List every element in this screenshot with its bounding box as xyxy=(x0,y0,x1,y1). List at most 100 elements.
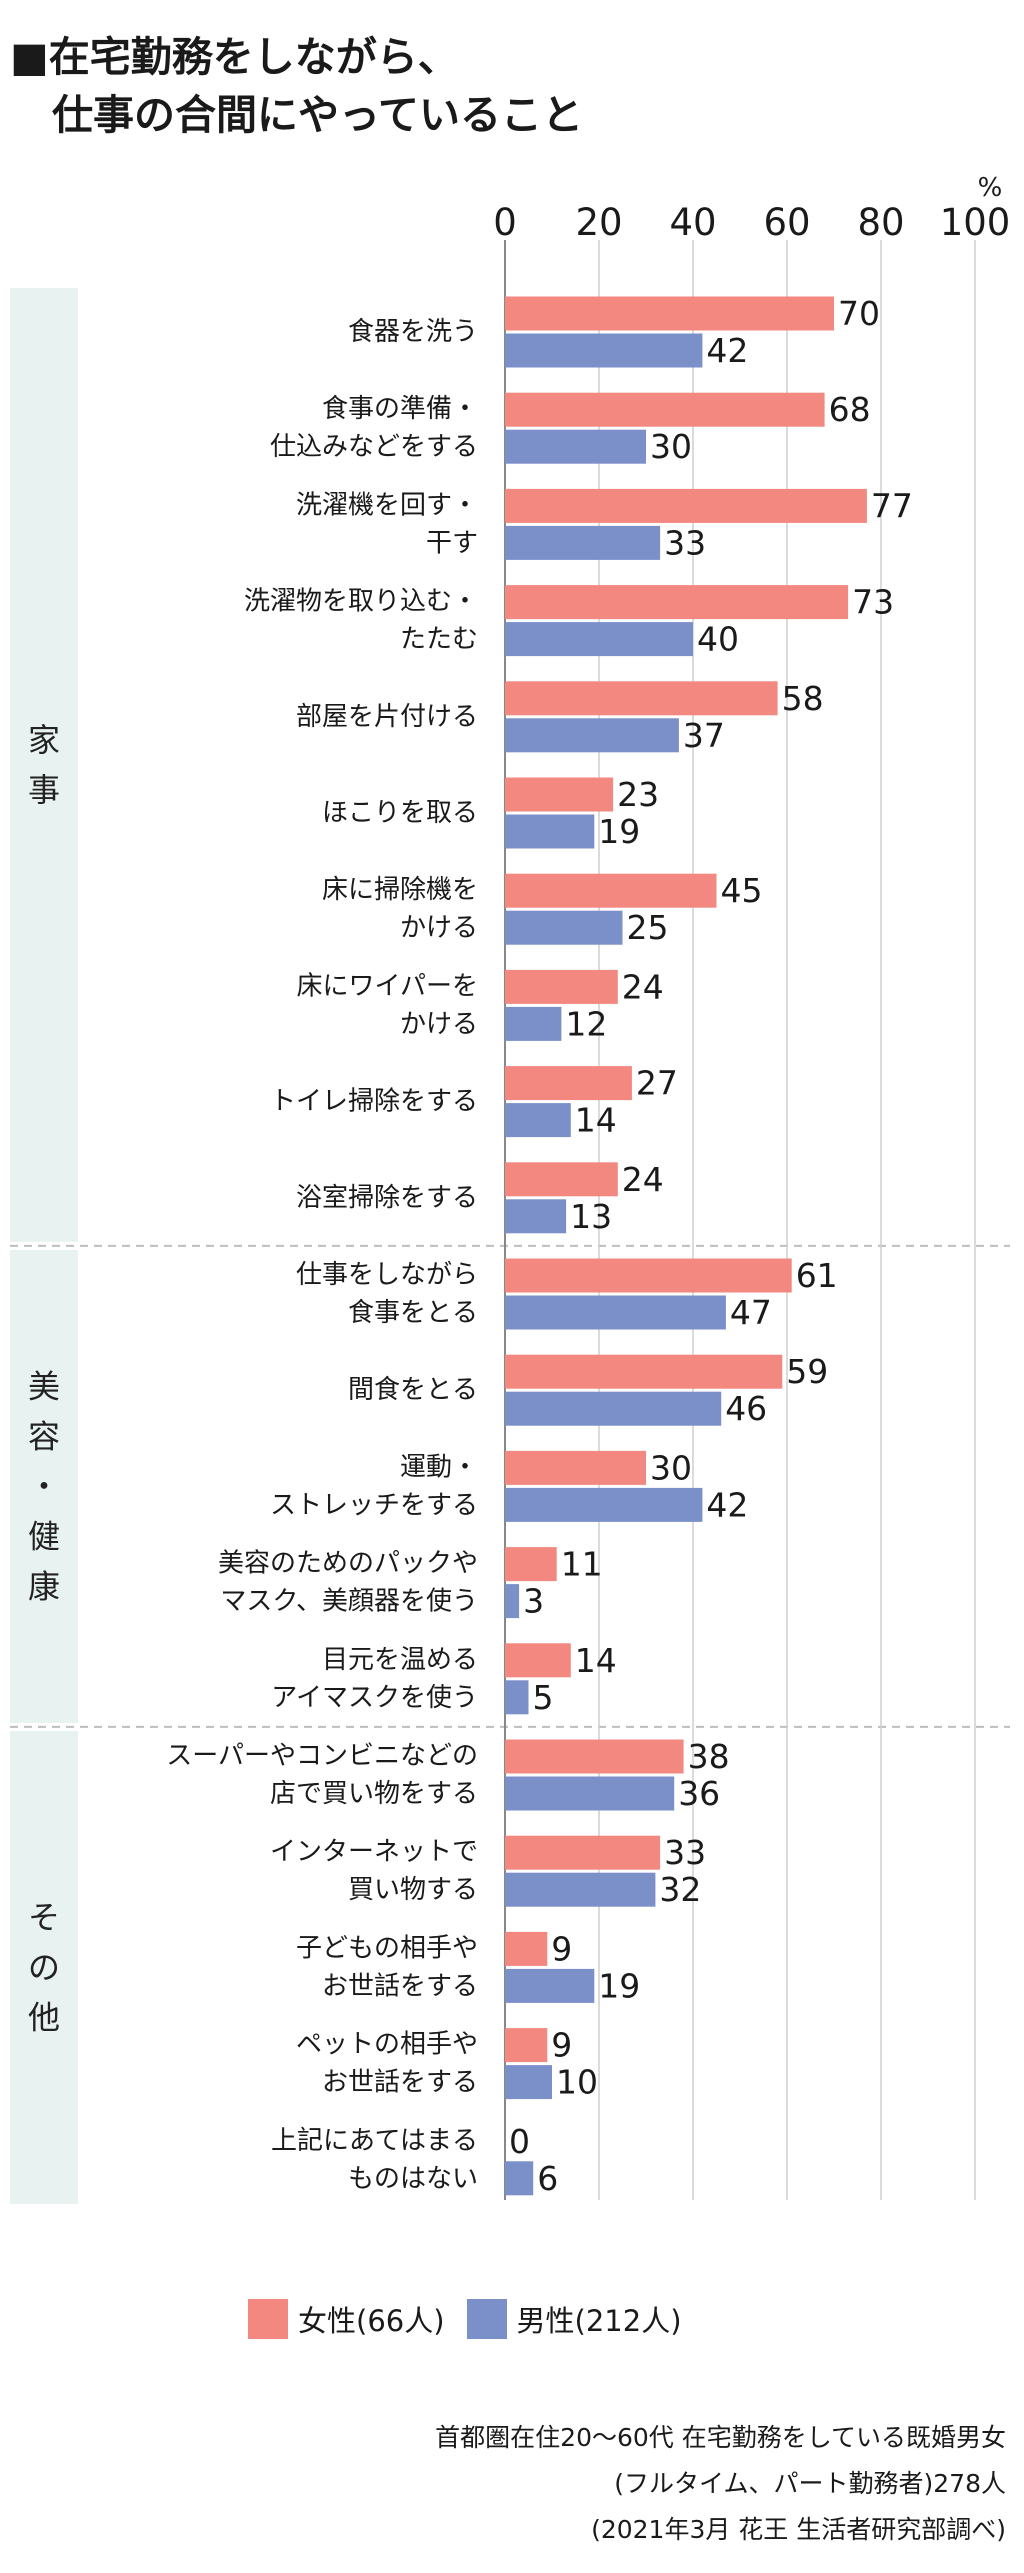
bar-female xyxy=(505,681,778,716)
value-label-female: 45 xyxy=(721,871,763,910)
x-tick-label: 0 xyxy=(493,201,517,244)
legend-label-male: 男性(212人) xyxy=(516,2304,682,2338)
value-label-male: 3 xyxy=(523,1582,544,1621)
bar-female xyxy=(505,1739,684,1774)
value-label-male: 12 xyxy=(565,1004,607,1043)
legend-item-female: 女性(66人) xyxy=(248,2298,445,2340)
bar-male xyxy=(505,429,646,464)
value-label-male: 5 xyxy=(533,1678,554,1717)
bar-female xyxy=(505,1931,548,1966)
source-note-2: (フルタイム、パート勤務者)278人 xyxy=(614,2469,1006,2498)
category-label: 仕込みなどをする xyxy=(270,432,478,462)
value-label-male: 46 xyxy=(725,1389,767,1428)
value-label-female: 38 xyxy=(688,1737,730,1776)
bar-male xyxy=(505,1968,595,2003)
bar-male xyxy=(505,2065,552,2100)
bar-female xyxy=(505,585,849,620)
group-label-0-1: 事 xyxy=(28,771,60,809)
bar-female xyxy=(505,1354,783,1389)
category-label: 干す xyxy=(426,528,478,558)
value-label-female: 59 xyxy=(786,1352,828,1391)
bar-male xyxy=(505,1006,562,1041)
value-label-male: 32 xyxy=(659,1870,701,1909)
value-label-male: 40 xyxy=(697,620,739,659)
category-label: 食器を洗う xyxy=(348,317,478,347)
category-label: アイマスクを使う xyxy=(271,1683,478,1713)
bar-male xyxy=(505,1199,567,1234)
group-label-2-2: 他 xyxy=(28,1998,60,2036)
category-label: 食事の準備・ xyxy=(322,394,478,424)
category-label: インターネットで xyxy=(270,1837,478,1867)
bar-male xyxy=(505,1584,520,1619)
source-note-3: (2021年3月 花王 生活者研究部調べ) xyxy=(591,2515,1006,2544)
group-label-1-4: 康 xyxy=(28,1567,60,1605)
group-label-2-0: そ xyxy=(28,1898,60,1936)
bar-male xyxy=(505,1680,529,1715)
x-tick-label: 100 xyxy=(940,201,1011,244)
group-label-1-3: 健 xyxy=(28,1517,60,1555)
value-label-female: 27 xyxy=(636,1064,678,1103)
legend-label-female: 女性(66人) xyxy=(298,2304,445,2338)
bar-female xyxy=(505,873,717,908)
value-label-male: 42 xyxy=(706,331,748,370)
value-label-female: 58 xyxy=(782,679,824,718)
category-label: 部屋を片付ける xyxy=(296,702,478,732)
value-label-male: 6 xyxy=(537,2159,558,2198)
bar-male xyxy=(505,1391,722,1426)
category-label: たたむ xyxy=(400,625,478,655)
value-label-male: 30 xyxy=(650,427,692,466)
title-line-2: 仕事の合間にやっていること xyxy=(52,91,583,139)
value-label-female: 11 xyxy=(561,1545,603,1584)
category-label: 仕事をしながら xyxy=(296,1260,478,1290)
value-label-male: 36 xyxy=(678,1774,720,1813)
bar-female xyxy=(505,296,834,331)
bar-female xyxy=(505,777,614,812)
category-label: かける xyxy=(400,913,478,943)
value-label-male: 25 xyxy=(627,908,669,947)
value-label-female: 70 xyxy=(838,294,880,333)
category-label: かける xyxy=(400,1009,478,1039)
value-label-female: 14 xyxy=(575,1641,617,1680)
value-label-female: 24 xyxy=(622,967,664,1006)
category-label: 目元を温める xyxy=(322,1645,478,1675)
legend-item-male: 男性(212人) xyxy=(466,2298,682,2340)
category-label: ものはない xyxy=(348,2164,478,2194)
value-label-male: 42 xyxy=(706,1485,748,1524)
bar-female xyxy=(505,392,825,427)
x-tick-label: 60 xyxy=(763,201,810,244)
bar-male xyxy=(505,333,703,368)
title-line-1: ■在宅勤務をしながら、 xyxy=(10,33,459,81)
category-label: マスク、美顔器を使う xyxy=(220,1587,478,1617)
category-label: 間食をとる xyxy=(348,1375,478,1405)
bar-female xyxy=(505,1547,557,1582)
bar-male xyxy=(505,1295,726,1330)
legend-swatch-female xyxy=(248,2299,288,2339)
x-unit-label: % xyxy=(978,173,1003,203)
value-label-male: 10 xyxy=(556,2063,598,2102)
group-label-2-1: の xyxy=(28,1948,60,1986)
category-label: お世話をする xyxy=(322,2068,478,2098)
value-label-female: 61 xyxy=(796,1256,838,1295)
category-label: 洗濯機を回す・ xyxy=(296,490,478,520)
bar-female xyxy=(505,1258,792,1293)
bar-female xyxy=(505,1835,661,1870)
bar-female xyxy=(505,2028,548,2063)
bar-male xyxy=(505,910,623,945)
group-label-0-0: 家 xyxy=(28,721,60,759)
bar-male xyxy=(505,1103,571,1138)
category-label: 店で買い物をする xyxy=(270,1779,478,1809)
bar-female xyxy=(505,1450,646,1485)
x-tick-label: 80 xyxy=(857,201,904,244)
chart-title: ■在宅勤務をしながら、 仕事の合間にやっていること xyxy=(10,28,583,144)
value-label-female: 0 xyxy=(509,2122,530,2161)
group-label-1-1: 容 xyxy=(28,1417,60,1455)
value-label-female: 30 xyxy=(650,1448,692,1487)
category-label: トイレ掃除をする xyxy=(270,1087,478,1117)
value-label-female: 23 xyxy=(617,775,659,814)
bar-female xyxy=(505,1162,618,1197)
bar-male xyxy=(505,525,661,560)
source-note-1: 首都圏在住20〜60代 在宅勤務をしている既婚男女 xyxy=(435,2423,1006,2452)
group-panel-1 xyxy=(10,1249,78,1723)
bar-male xyxy=(505,718,679,753)
